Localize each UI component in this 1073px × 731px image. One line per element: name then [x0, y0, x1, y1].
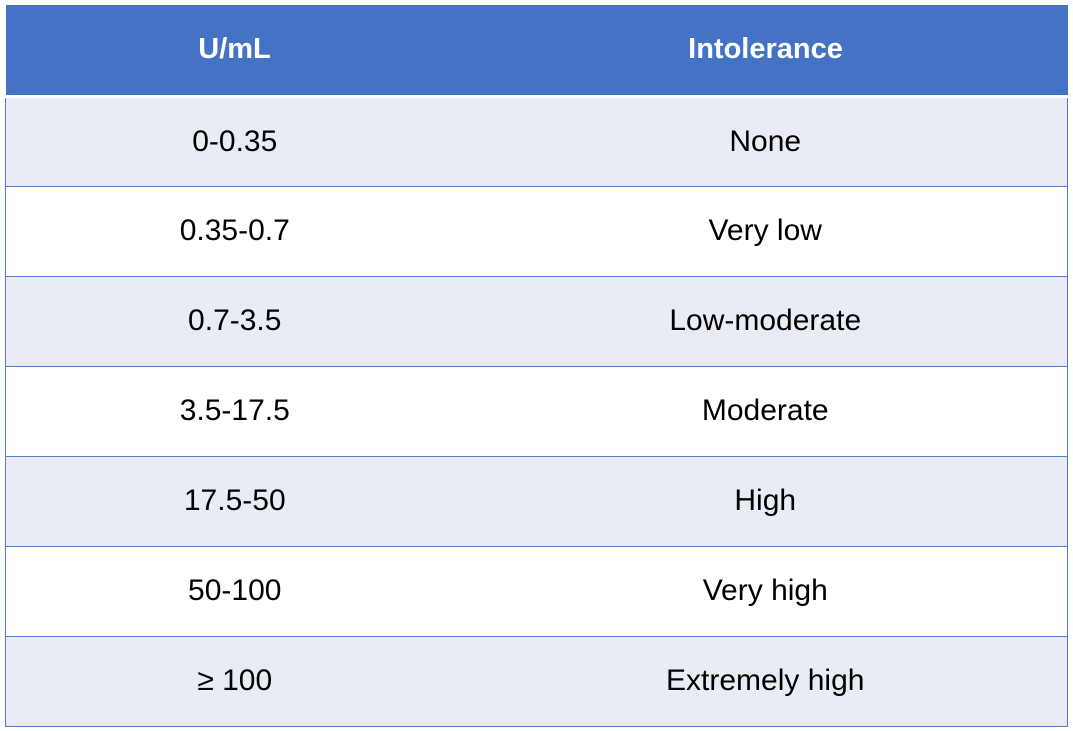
- cell-units: 0.7-3.5: [5, 275, 464, 367]
- header-cell-intolerance: Intolerance: [463, 5, 1068, 98]
- header-cell-units: U/mL: [5, 5, 464, 98]
- intolerance-table: U/mL Intolerance 0-0.35 None 0.35-0.7 Ve…: [5, 5, 1068, 727]
- cell-units: 0-0.35: [5, 95, 464, 187]
- cell-intolerance: Extremely high: [463, 635, 1068, 727]
- cell-intolerance: Very high: [463, 545, 1068, 637]
- table-row: 0.7-3.5 Low-moderate: [5, 275, 1068, 367]
- cell-units: 17.5-50: [5, 455, 464, 547]
- cell-intolerance: None: [463, 95, 1068, 187]
- cell-intolerance: Moderate: [463, 365, 1068, 457]
- cell-units: 3.5-17.5: [5, 365, 464, 457]
- cell-intolerance: Very low: [463, 185, 1068, 277]
- table-row: 0.35-0.7 Very low: [5, 185, 1068, 277]
- cell-units: 50-100: [5, 545, 464, 637]
- cell-units: 0.35-0.7: [5, 185, 464, 277]
- table-row: 50-100 Very high: [5, 545, 1068, 637]
- table-header: U/mL Intolerance: [5, 5, 1068, 98]
- table-body: 0-0.35 None 0.35-0.7 Very low 0.7-3.5 Lo…: [5, 95, 1068, 727]
- table-row: 17.5-50 High: [5, 455, 1068, 547]
- cell-intolerance: Low-moderate: [463, 275, 1068, 367]
- table-row: ≥ 100 Extremely high: [5, 635, 1068, 727]
- table-row: 0-0.35 None: [5, 95, 1068, 187]
- cell-intolerance: High: [463, 455, 1068, 547]
- header-row: U/mL Intolerance: [5, 5, 1068, 98]
- intolerance-table-container: U/mL Intolerance 0-0.35 None 0.35-0.7 Ve…: [5, 5, 1068, 727]
- cell-units: ≥ 100: [5, 635, 464, 727]
- table-row: 3.5-17.5 Moderate: [5, 365, 1068, 457]
